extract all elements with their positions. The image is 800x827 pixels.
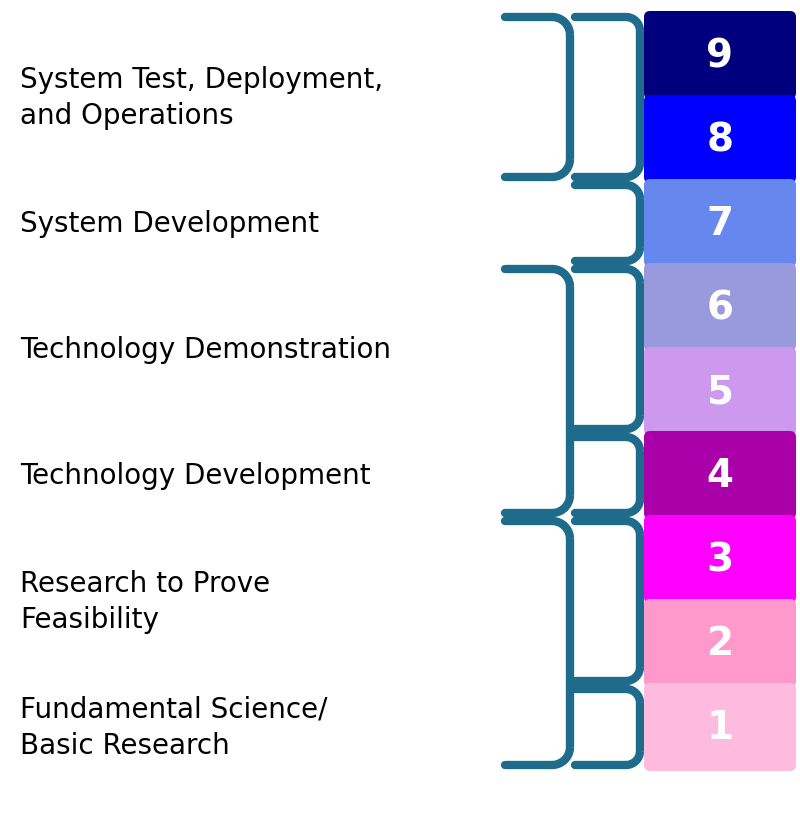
- FancyBboxPatch shape: [644, 347, 796, 436]
- Text: 7: 7: [706, 205, 734, 242]
- Text: Technology Demonstration: Technology Demonstration: [20, 336, 391, 364]
- Text: 1: 1: [706, 708, 734, 746]
- FancyBboxPatch shape: [644, 432, 796, 519]
- FancyBboxPatch shape: [644, 12, 796, 100]
- Text: 3: 3: [706, 540, 734, 578]
- FancyBboxPatch shape: [644, 683, 796, 771]
- Text: 5: 5: [706, 372, 734, 410]
- Text: 6: 6: [706, 289, 734, 327]
- FancyBboxPatch shape: [644, 96, 796, 184]
- FancyBboxPatch shape: [644, 179, 796, 268]
- Text: Research to Prove
Feasibility: Research to Prove Feasibility: [20, 569, 270, 633]
- Text: 2: 2: [706, 624, 734, 662]
- Text: 4: 4: [706, 457, 734, 495]
- FancyBboxPatch shape: [644, 264, 796, 351]
- Text: System Test, Deployment,
and Operations: System Test, Deployment, and Operations: [20, 65, 383, 130]
- Text: 9: 9: [706, 37, 734, 75]
- Text: 8: 8: [706, 121, 734, 159]
- Text: Technology Development: Technology Development: [20, 461, 370, 490]
- FancyBboxPatch shape: [644, 515, 796, 603]
- Text: System Development: System Development: [20, 210, 319, 237]
- Text: Fundamental Science/
Basic Research: Fundamental Science/ Basic Research: [20, 695, 327, 759]
- FancyBboxPatch shape: [644, 600, 796, 687]
